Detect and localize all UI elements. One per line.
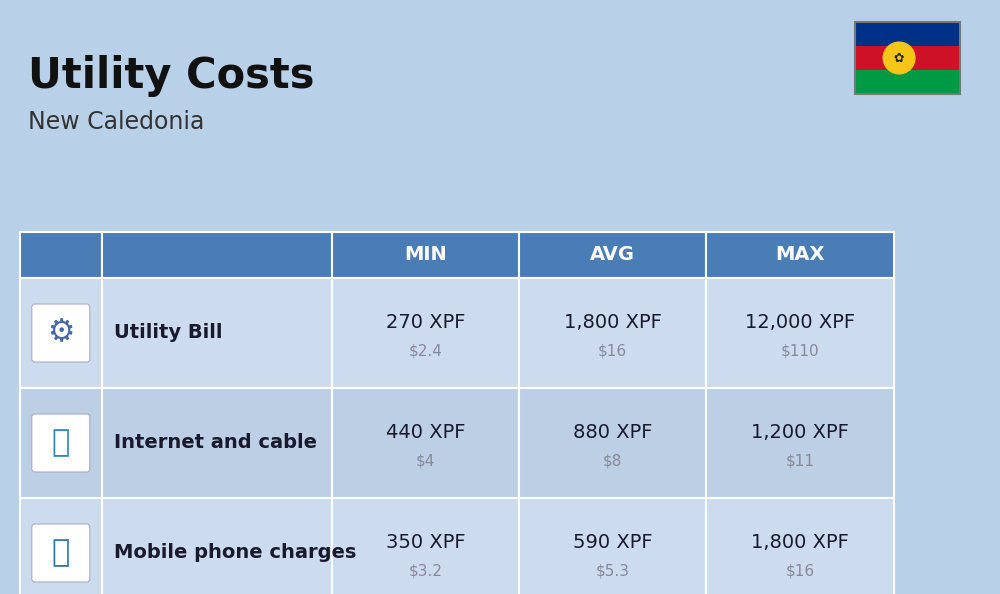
Text: Utility Bill: Utility Bill [114, 324, 222, 343]
Bar [102, 498, 332, 594]
Bar [102, 232, 332, 278]
Bar [102, 388, 332, 498]
Bar [332, 388, 519, 498]
Text: $4: $4 [416, 453, 435, 469]
Bar [706, 498, 894, 594]
Text: 350 XPF: 350 XPF [386, 533, 465, 552]
Bar [332, 278, 519, 388]
Bar [706, 388, 894, 498]
Circle shape [883, 42, 915, 74]
Text: $2.4: $2.4 [409, 343, 443, 359]
Text: 📱: 📱 [52, 539, 70, 567]
Text: 1,800 XPF: 1,800 XPF [751, 533, 849, 552]
Text: 📡: 📡 [52, 428, 70, 457]
Text: $8: $8 [603, 453, 622, 469]
Bar [519, 498, 706, 594]
Text: $5.3: $5.3 [596, 564, 630, 579]
Text: $16: $16 [598, 343, 627, 359]
Bar [855, 70, 960, 94]
Text: 590 XPF: 590 XPF [573, 533, 653, 552]
Text: ✿: ✿ [894, 52, 904, 65]
Text: New Caledonia: New Caledonia [28, 110, 204, 134]
Bar [20, 232, 102, 278]
Text: MIN: MIN [404, 245, 447, 264]
Text: $16: $16 [785, 564, 815, 579]
Bar [519, 278, 706, 388]
FancyBboxPatch shape [32, 524, 90, 582]
Bar [20, 498, 102, 594]
Bar [706, 278, 894, 388]
Bar [332, 498, 519, 594]
Text: Mobile phone charges: Mobile phone charges [114, 544, 356, 563]
Bar [855, 46, 960, 70]
Bar [855, 22, 960, 46]
FancyBboxPatch shape [32, 304, 90, 362]
Bar [706, 232, 894, 278]
Text: Internet and cable: Internet and cable [114, 434, 317, 453]
Bar [20, 278, 102, 388]
Text: $110: $110 [781, 343, 819, 359]
Bar [102, 278, 332, 388]
Text: MAX: MAX [775, 245, 825, 264]
Text: 270 XPF: 270 XPF [386, 314, 465, 333]
Bar [519, 388, 706, 498]
Text: 1,800 XPF: 1,800 XPF [564, 314, 662, 333]
Bar [20, 388, 102, 498]
Text: 880 XPF: 880 XPF [573, 424, 653, 443]
Text: ⚙: ⚙ [47, 318, 74, 347]
Text: 12,000 XPF: 12,000 XPF [745, 314, 855, 333]
Bar [519, 232, 706, 278]
Bar [332, 232, 519, 278]
Text: AVG: AVG [590, 245, 635, 264]
Text: 440 XPF: 440 XPF [386, 424, 465, 443]
Bar [855, 22, 960, 94]
Text: $11: $11 [786, 453, 815, 469]
Text: 1,200 XPF: 1,200 XPF [751, 424, 849, 443]
FancyBboxPatch shape [32, 414, 90, 472]
Text: $3.2: $3.2 [409, 564, 443, 579]
Text: Utility Costs: Utility Costs [28, 55, 314, 97]
